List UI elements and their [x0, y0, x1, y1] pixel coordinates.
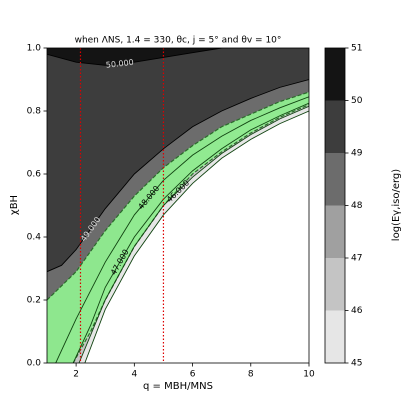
colorbar-band — [325, 258, 345, 311]
chart-title: when ΛNS, 1.4 = 330, θc, j = 5° and θv =… — [75, 36, 282, 46]
y-axis-label: χBH — [9, 195, 20, 215]
x-axis-label: q = MBH/MNS — [143, 381, 213, 392]
y-tick-label: 0.4 — [27, 233, 42, 243]
contour-line — [72, 102, 309, 363]
x-tick-label: 10 — [303, 370, 315, 380]
x-tick-label: 8 — [248, 370, 254, 380]
contour-line — [78, 105, 309, 363]
contour-line — [47, 48, 222, 66]
y-tick-label: 1.0 — [27, 44, 42, 54]
contour-label: 50.000 — [105, 58, 134, 70]
y-tick-label: 0.2 — [27, 296, 41, 306]
colorbar-band — [325, 310, 345, 363]
contour-fill — [47, 48, 222, 66]
colorbar-tick-label: 51 — [351, 44, 362, 54]
y-tick-label: 0.0 — [27, 359, 42, 369]
colorbar-tick-label: 45 — [351, 359, 362, 369]
colorbar-band — [325, 48, 345, 101]
region-boundary — [47, 91, 309, 301]
y-tick-label: 0.6 — [27, 170, 42, 180]
colorbar-band — [325, 205, 345, 258]
colorbar-tick-label: 47 — [351, 254, 362, 264]
colorbar-tick-label: 50 — [351, 96, 363, 106]
contour-line — [47, 79, 309, 273]
contour-line — [55, 96, 309, 363]
colorbar-tick-label: 46 — [351, 306, 363, 316]
colorbar-tick-label: 49 — [351, 149, 363, 159]
region-fill — [47, 92, 309, 363]
x-tick-label: 4 — [131, 370, 137, 380]
plot-frame — [46, 47, 310, 364]
contour-fill — [47, 48, 309, 272]
x-tick-label: 6 — [190, 370, 196, 380]
colorbar-label: log(Eγ,iso/erg) — [391, 169, 402, 241]
colorbar-tick-label: 48 — [351, 201, 363, 211]
contour-line — [84, 110, 309, 363]
y-tick-label: 0.8 — [27, 107, 42, 117]
colorbar-band — [325, 100, 345, 153]
x-tick-label: 2 — [73, 370, 79, 380]
region-boundary — [72, 104, 309, 363]
colorbar-band — [325, 153, 345, 206]
